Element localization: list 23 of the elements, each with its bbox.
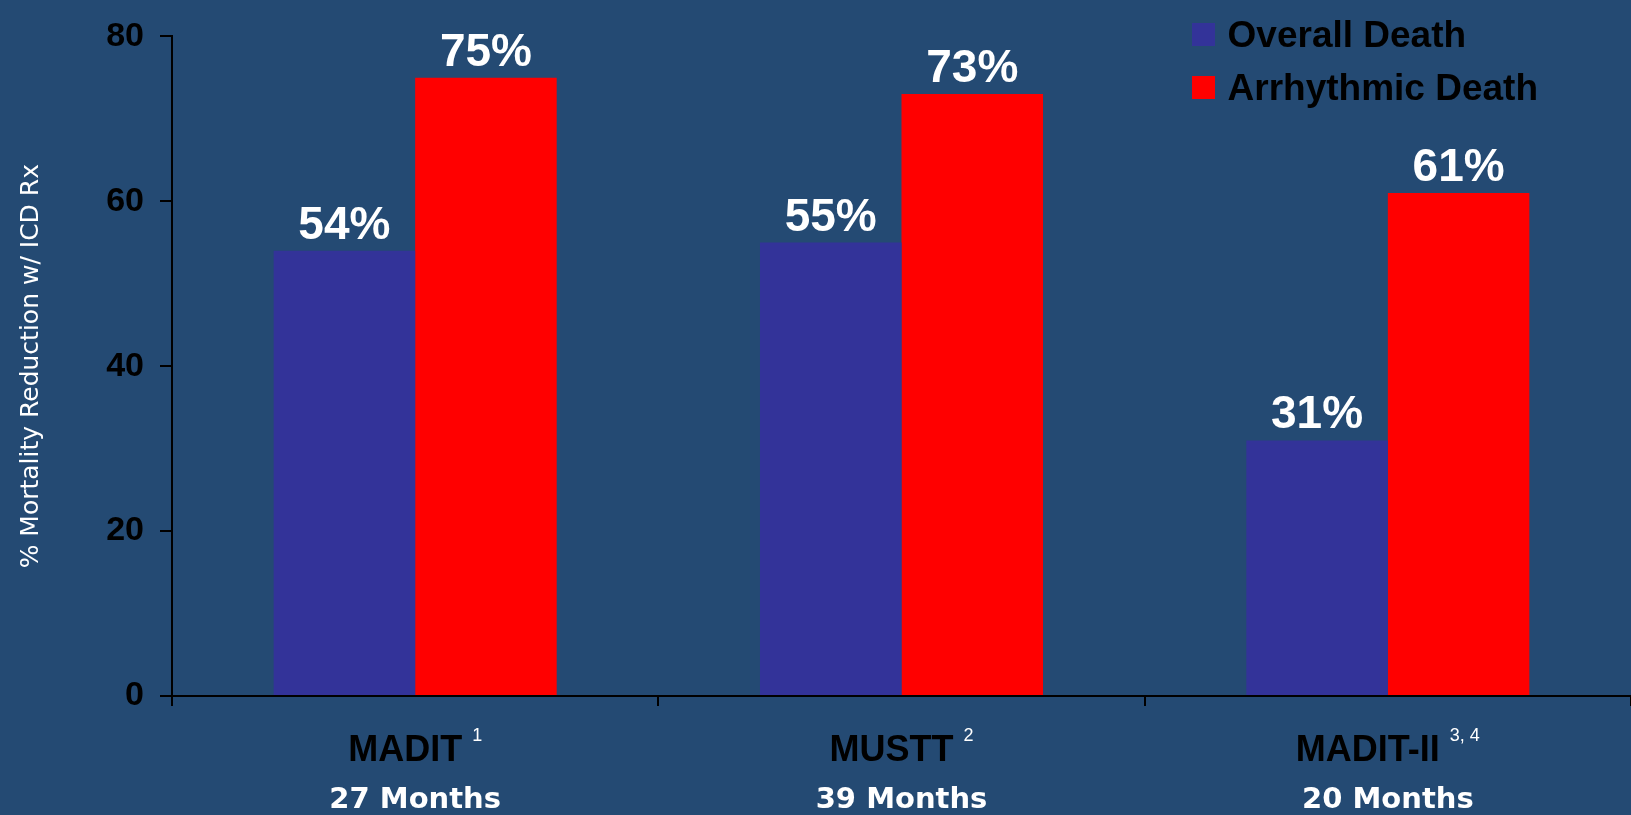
y-tick-label: 0 xyxy=(125,674,144,713)
data-label: 73% xyxy=(926,40,1019,93)
bar xyxy=(759,242,902,695)
bar xyxy=(901,94,1044,695)
y-tick-label: 80 xyxy=(106,14,144,53)
data-label: 61% xyxy=(1412,139,1505,192)
category-label: MADIT-II 3, 4 20 Months xyxy=(1295,725,1480,815)
legend-label: Arrhythmic Death xyxy=(1227,67,1538,108)
data-label: 55% xyxy=(784,188,877,241)
bar xyxy=(415,77,557,695)
category-label: MUSTT 2 39 Months xyxy=(815,725,988,815)
category-label: MADIT 1 27 Months xyxy=(329,725,501,815)
y-tick-label: 20 xyxy=(106,509,144,548)
y-tick-label: 60 xyxy=(106,179,144,218)
legend-label: Overall Death xyxy=(1227,14,1467,55)
bar xyxy=(273,250,416,695)
data-label: 75% xyxy=(439,23,532,76)
y-tick-label: 40 xyxy=(106,344,144,383)
y-axis-title: % Mortality Reduction w/ ICD Rx xyxy=(14,164,44,569)
data-label: 31% xyxy=(1271,386,1364,439)
data-label: 54% xyxy=(298,196,391,249)
bar xyxy=(1387,193,1530,695)
bar xyxy=(1246,440,1388,695)
